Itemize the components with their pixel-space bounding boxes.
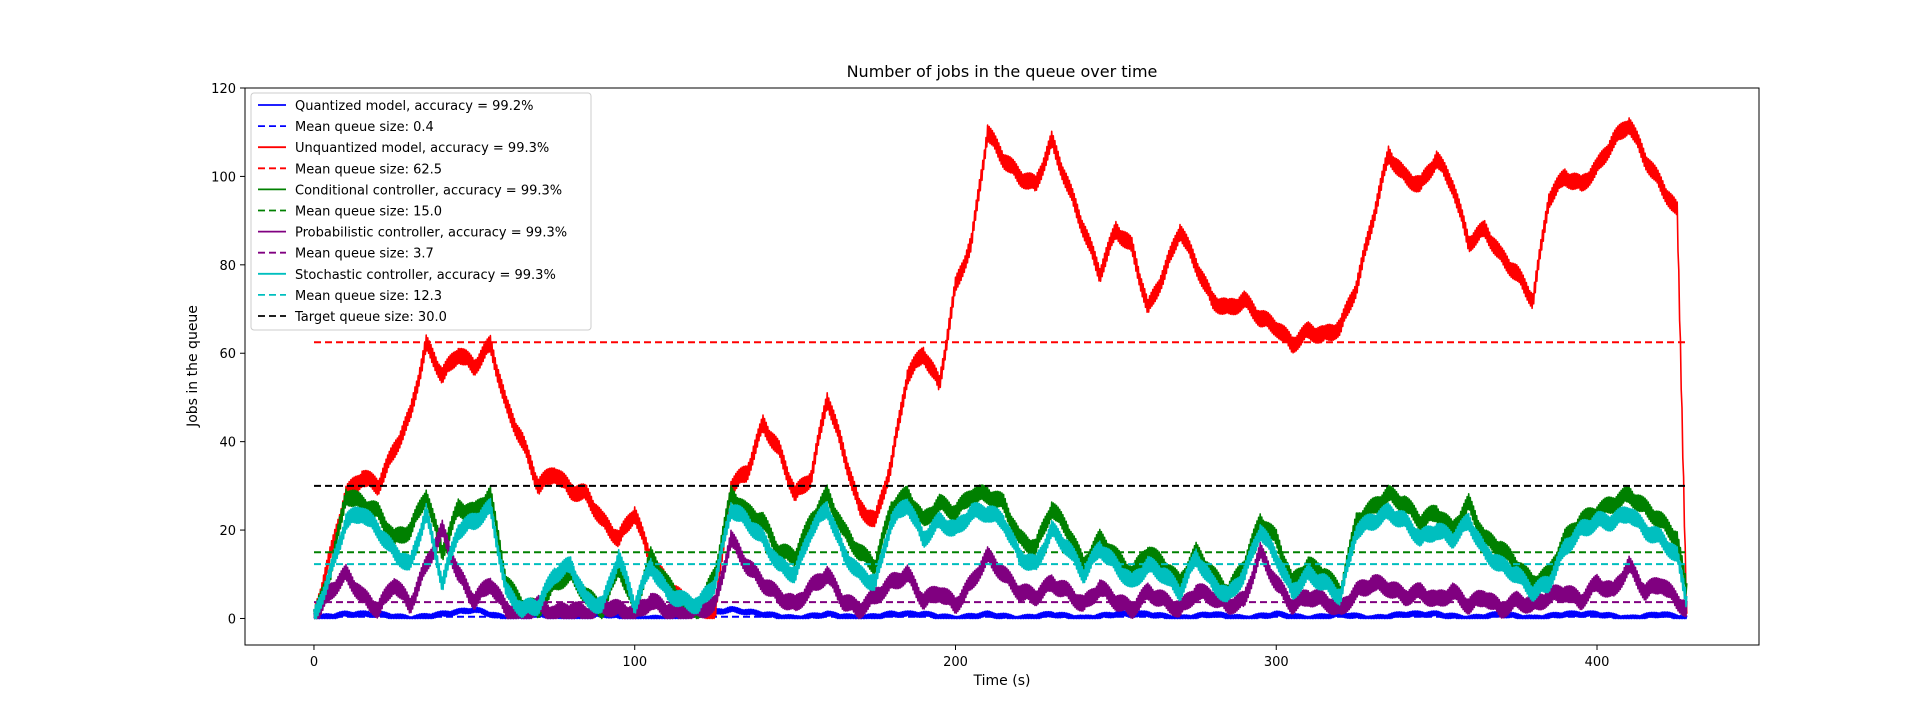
y-ticks: 0 20 40 60 80 100 120 bbox=[211, 82, 245, 627]
legend-entry-label: Conditional controller, accuracy = 99.3% bbox=[295, 183, 562, 198]
x-tick-label: 200 bbox=[943, 655, 968, 670]
y-tick-label: 0 bbox=[228, 612, 236, 627]
series-line-unquantized-model-accuracy-99-3 bbox=[313, 117, 1688, 620]
legend-box bbox=[250, 92, 592, 331]
x-tick-label: 400 bbox=[1585, 655, 1610, 670]
legend-entry-label: Quantized model, accuracy = 99.2% bbox=[295, 99, 533, 114]
chart-title: Number of jobs in the queue over time bbox=[847, 62, 1158, 81]
legend-entry-label: Stochastic controller, accuracy = 99.3% bbox=[295, 268, 556, 283]
y-tick-label: 60 bbox=[219, 347, 236, 362]
y-tick-label: 80 bbox=[219, 259, 236, 274]
x-tick-label: 0 bbox=[310, 655, 318, 670]
x-ticks: 0 100 200 300 400 bbox=[310, 645, 1610, 670]
y-tick-label: 100 bbox=[211, 170, 236, 185]
y-axis-label: Jobs in the queue bbox=[185, 305, 201, 428]
legend-entry-label: Mean queue size: 3.7 bbox=[295, 247, 434, 262]
series-line-stochastic-controller-accuracy-99-3 bbox=[313, 497, 1688, 620]
legend-entry-label: Target queue size: 30.0 bbox=[294, 310, 447, 325]
x-tick-label: 100 bbox=[622, 655, 647, 670]
legend-entry-label: Unquantized model, accuracy = 99.3% bbox=[295, 141, 549, 156]
legend-entry-label: Mean queue size: 0.4 bbox=[295, 120, 434, 135]
y-tick-label: 20 bbox=[219, 524, 236, 539]
series-layer bbox=[313, 117, 1688, 620]
x-axis-label: Time (s) bbox=[973, 673, 1031, 689]
legend-entry-label: Mean queue size: 12.3 bbox=[295, 289, 442, 304]
y-tick-label: 40 bbox=[219, 436, 236, 451]
legend-entry-label: Probabilistic controller, accuracy = 99.… bbox=[295, 226, 567, 241]
legend-entry-label: Mean queue size: 62.5 bbox=[295, 162, 442, 177]
legend-entry-label: Mean queue size: 15.0 bbox=[295, 205, 442, 220]
y-tick-label: 120 bbox=[211, 82, 236, 97]
legend: Quantized model, accuracy = 99.2% Mean qu… bbox=[250, 92, 592, 331]
x-tick-label: 300 bbox=[1264, 655, 1289, 670]
plot-frame bbox=[244, 87, 1760, 646]
